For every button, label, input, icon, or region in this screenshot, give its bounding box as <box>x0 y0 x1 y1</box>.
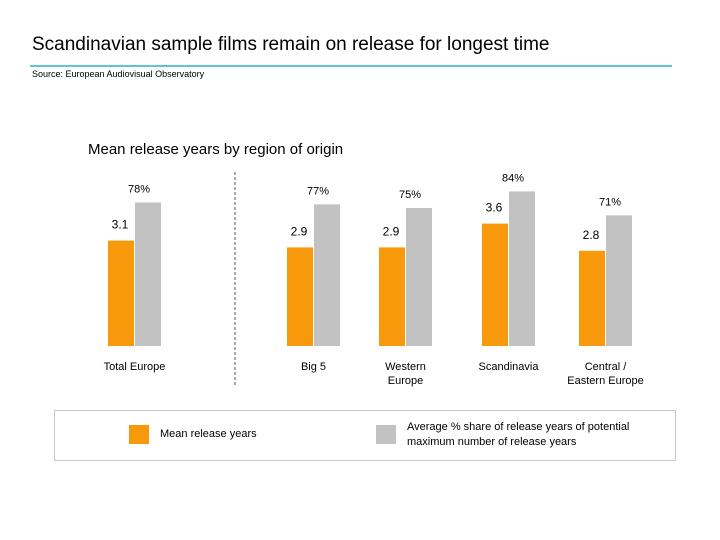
bar-mean-release-years-4 <box>579 250 605 346</box>
slide-title: Scandinavian sample films remain on rele… <box>32 34 550 55</box>
bar-share-of-release-years-0 <box>135 202 161 346</box>
data-label-mean-release-years-0: 3.1 <box>112 218 129 232</box>
bar-share-of-release-years-1 <box>314 204 340 346</box>
category-label-4: Central / Eastern Europe <box>567 361 643 387</box>
legend-label-line-2: maximum number of release years <box>407 436 577 448</box>
data-label-mean-release-years-1: 2.9 <box>291 224 308 238</box>
data-label-share-of-release-years-1: 77% <box>307 185 329 197</box>
data-label-mean-release-years-3: 3.6 <box>486 201 503 215</box>
source-note: Source: European Audiovisual Observatory <box>32 69 205 79</box>
chart-title: Mean release years by region of origin <box>88 141 344 158</box>
bar-share-of-release-years-4 <box>606 215 632 346</box>
bar-chart: 3.1 78% Total Europe 2.9 77% Big 5 2.9 75% Weste… <box>104 172 644 387</box>
legend-label-mean-release-years: Mean release years <box>160 428 257 440</box>
title-rule <box>30 65 672 67</box>
data-label-share-of-release-years-4: 71% <box>599 196 621 208</box>
legend-label-line-1: Average % share of release years of pote… <box>407 421 630 433</box>
data-label-share-of-release-years-2: 75% <box>399 189 421 201</box>
data-label-mean-release-years-2: 2.9 <box>383 224 400 238</box>
bar-mean-release-years-3 <box>482 223 508 346</box>
bar-mean-release-years-1 <box>287 247 313 346</box>
data-label-mean-release-years-4: 2.8 <box>583 228 600 242</box>
data-label-share-of-release-years-0: 78% <box>128 183 150 195</box>
category-label-2: Western Europe <box>385 361 426 387</box>
category-label-1: Big 5 <box>301 361 326 373</box>
chart-legend: Mean release years Average % share of re… <box>54 410 676 461</box>
bar-share-of-release-years-3 <box>509 191 535 346</box>
bar-share-of-release-years-2 <box>406 208 432 346</box>
category-label-3: Scandinavia <box>479 361 540 373</box>
legend-swatch-share-of-release-years <box>376 425 396 444</box>
legend-label-share-of-release-years: Average % share of release years of pote… <box>407 420 629 450</box>
category-label-0: Total Europe <box>104 361 166 373</box>
data-label-share-of-release-years-3: 84% <box>502 172 524 184</box>
bar-mean-release-years-0 <box>108 240 134 346</box>
legend-swatch-mean-release-years <box>129 425 149 444</box>
bar-mean-release-years-2 <box>379 247 405 346</box>
